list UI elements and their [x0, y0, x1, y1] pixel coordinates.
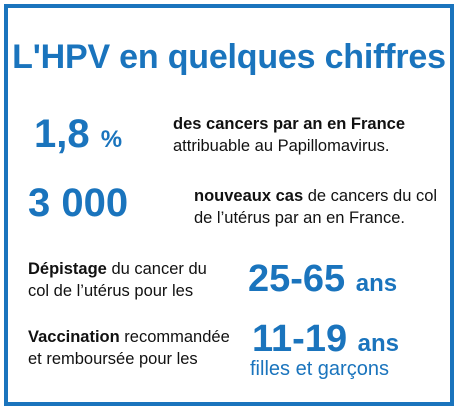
stat1-figure: 1,8 % — [34, 114, 122, 154]
stat3-figure: 25-65 ans — [248, 260, 397, 298]
stat1-bold: des cancers par an en France — [173, 115, 406, 133]
stat1-text: attribuable au Papillomavirus. — [173, 137, 390, 155]
stat4-value: 11-19 — [252, 318, 348, 360]
stat2-description: nouveaux cas de cancers du col de l’utér… — [194, 185, 437, 229]
stat1-value: 1,8 — [34, 112, 90, 156]
stat4-text2: et remboursée pour les — [28, 350, 198, 368]
stat4-figure: 11-19 ans — [252, 320, 399, 358]
stat3-bold: Dépistage — [28, 260, 107, 278]
stat4-text1: recommandée — [119, 328, 230, 346]
stat4-unit: ans — [357, 330, 400, 357]
stat3-description: Dépistage du cancer du col de l’utérus p… — [28, 258, 207, 302]
info-card: L'HPV en quelques chiffres 1,8 % des can… — [4, 4, 454, 406]
stat2-figure: 3 000 — [28, 183, 128, 223]
stat4-bold: Vaccination — [28, 328, 120, 346]
stat1-unit: % — [100, 126, 123, 153]
stat2-text1: de cancers du col — [303, 187, 438, 205]
stat3-unit: ans — [355, 270, 398, 297]
stat3-value: 25-65 — [248, 258, 346, 300]
stat3-text1: du cancer du — [106, 260, 207, 278]
stat3-text2: col de l’utérus pour les — [28, 282, 194, 300]
stat4-description: Vaccination recommandée et remboursée po… — [28, 326, 230, 370]
stat1-description: des cancers par an en France attribuable… — [173, 113, 405, 157]
stat2-value: 3 000 — [28, 181, 129, 225]
stat2-text2: de l’utérus par an en France. — [194, 209, 405, 227]
stat4-subtitle: filles et garçons — [250, 358, 389, 380]
page-title: L'HPV en quelques chiffres — [12, 38, 446, 76]
stat2-bold: nouveaux cas — [194, 187, 304, 205]
